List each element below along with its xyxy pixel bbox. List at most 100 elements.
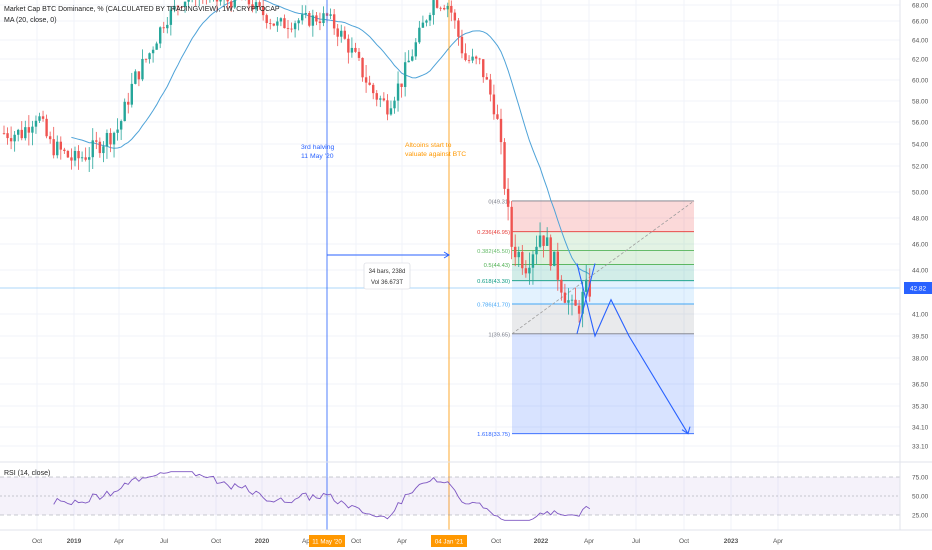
candle-body bbox=[112, 132, 116, 145]
candle-body bbox=[38, 116, 41, 121]
candle-body bbox=[73, 150, 77, 161]
moving-average-line bbox=[71, 0, 591, 275]
candle-body bbox=[31, 126, 34, 133]
candle-body bbox=[574, 299, 577, 306]
candle-body bbox=[396, 83, 400, 101]
candle-body bbox=[52, 139, 55, 156]
candle-body bbox=[166, 24, 169, 29]
candle-body bbox=[315, 15, 318, 22]
candle-body bbox=[545, 237, 549, 246]
drawing-overlay[interactable]: 3rd halving 11 May '20 Altcoins start to va… bbox=[301, 0, 691, 530]
rsi-tick-label: 25.00 bbox=[912, 513, 929, 520]
projection-path bbox=[576, 263, 689, 434]
candle-body bbox=[450, 5, 453, 13]
candle-body bbox=[517, 251, 520, 258]
fibonacci-retracement[interactable]: 0(49.31) 0.236(46.95) 0.382(45.50) 0.5(44.4… bbox=[477, 199, 695, 438]
candle-body bbox=[368, 82, 371, 85]
ma-20-line bbox=[71, 0, 591, 275]
candle-body bbox=[180, 6, 183, 8]
candle-body bbox=[535, 246, 538, 255]
fib-level-label: 0.618(43.30) bbox=[477, 279, 510, 285]
rsi-legend: RSI (14, close) bbox=[4, 470, 51, 477]
time-tick-label: Oct bbox=[211, 538, 221, 545]
candle-body bbox=[95, 140, 98, 142]
projection-leg bbox=[576, 263, 596, 334]
candle-body bbox=[354, 47, 357, 52]
price-tick-label: 44.00 bbox=[912, 268, 929, 275]
candle-body bbox=[6, 133, 9, 139]
time-tick-label: Apr bbox=[397, 538, 408, 545]
price-tick-label: 56.00 bbox=[912, 120, 929, 127]
rsi-tick-label: 75.00 bbox=[912, 475, 929, 482]
candle-body bbox=[56, 141, 59, 156]
price-tick-label: 66.00 bbox=[912, 19, 929, 26]
date-range-box bbox=[363, 262, 411, 290]
candle-body bbox=[162, 27, 165, 29]
candle-body bbox=[332, 14, 336, 29]
time-tick-label: 2020 bbox=[255, 538, 270, 545]
candle-body bbox=[137, 71, 141, 80]
candle-body bbox=[478, 58, 481, 60]
candle-body bbox=[286, 28, 290, 29]
candle-body bbox=[329, 14, 332, 16]
candle-body bbox=[428, 15, 432, 21]
candle-body bbox=[322, 13, 325, 24]
candle-body bbox=[567, 300, 570, 303]
candle-body bbox=[134, 71, 137, 84]
candle-body bbox=[254, 2, 258, 10]
candle-body bbox=[435, 0, 439, 8]
candle-body bbox=[173, 5, 176, 10]
candle-body bbox=[230, 1, 233, 8]
time-tick-label: Oct bbox=[679, 538, 689, 545]
candle-body bbox=[375, 93, 378, 100]
candle-body bbox=[290, 28, 293, 30]
candle-body bbox=[492, 94, 496, 115]
candle-body bbox=[98, 141, 102, 154]
candle-body bbox=[560, 279, 563, 293]
candle-body bbox=[460, 36, 464, 54]
candle-body bbox=[45, 118, 48, 137]
candle-body bbox=[467, 60, 471, 61]
candle-body bbox=[471, 56, 474, 61]
symbol-title: Market Cap BTC Dominance, % (CALCULATED … bbox=[4, 6, 280, 13]
candle-body bbox=[514, 246, 517, 258]
candle-body bbox=[130, 83, 133, 105]
price-tick-label: 34.10 bbox=[912, 425, 929, 432]
candle-body bbox=[80, 157, 84, 159]
candle-body bbox=[24, 127, 27, 139]
candle-body bbox=[9, 138, 13, 142]
candle-body bbox=[251, 4, 254, 10]
candle-body bbox=[219, 0, 222, 2]
candle-body bbox=[411, 56, 414, 61]
candle-body bbox=[389, 108, 393, 115]
price-tick-label: 39.50 bbox=[912, 334, 929, 341]
candle-body bbox=[506, 188, 510, 207]
candle-body bbox=[407, 60, 410, 63]
fib-level-label: 1(39.65) bbox=[488, 332, 510, 338]
candle-body bbox=[489, 79, 492, 95]
candle-body bbox=[553, 251, 556, 266]
candle-body bbox=[17, 129, 20, 135]
candle-body bbox=[269, 23, 272, 24]
candle-body bbox=[127, 101, 130, 105]
candle-body bbox=[144, 58, 148, 60]
altcoin-annotation-2: valuate against BTC bbox=[405, 151, 466, 158]
candle-body bbox=[340, 30, 343, 37]
fib-level-label: 0.382(45.50) bbox=[477, 249, 510, 255]
time-tick-label: 2019 bbox=[67, 538, 82, 545]
candle-body bbox=[102, 146, 105, 154]
candle-body bbox=[588, 280, 591, 297]
candle-body bbox=[538, 235, 542, 247]
fib-trend-line bbox=[511, 200, 695, 335]
fib-level-label: 0.236(46.95) bbox=[477, 230, 510, 236]
candle-body bbox=[439, 7, 442, 9]
price-tick-label: 35.30 bbox=[912, 404, 929, 411]
current-price-label: 42.82 bbox=[910, 286, 927, 293]
candle-body bbox=[276, 21, 279, 26]
candle-body bbox=[510, 206, 513, 247]
fib-zone bbox=[512, 333, 694, 434]
candle-body bbox=[59, 141, 62, 150]
candle-body bbox=[432, 0, 435, 16]
altcoin-annotation: Altcoins start to bbox=[405, 142, 452, 149]
